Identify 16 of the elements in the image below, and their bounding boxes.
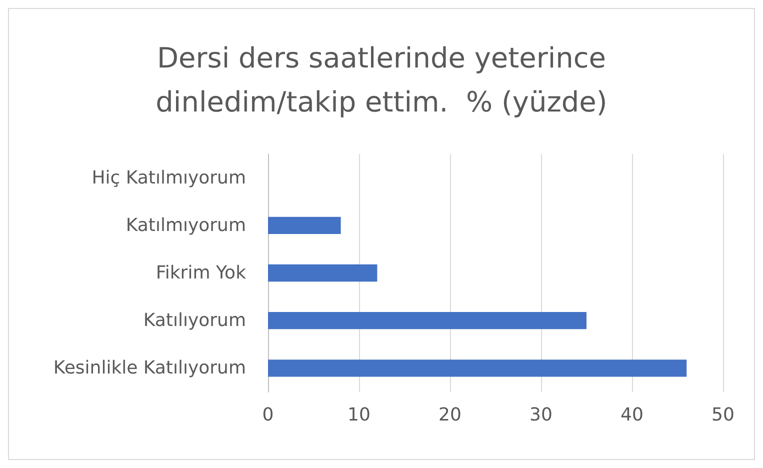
y-tick-label: Katılmıyorum bbox=[126, 214, 246, 236]
bar bbox=[268, 216, 341, 234]
bar bbox=[268, 312, 586, 330]
x-tick-label: 50 bbox=[712, 404, 734, 426]
x-tick-label: 10 bbox=[348, 404, 370, 426]
x-tick-label: 20 bbox=[438, 404, 462, 426]
bar bbox=[268, 264, 378, 282]
bar bbox=[268, 360, 687, 377]
x-tick-label: 30 bbox=[530, 404, 552, 426]
y-tick-label: Kesinlikle Katılıyorum bbox=[53, 358, 246, 379]
chart-title: Dersi ders saatlerinde yeterince dinledim/takip ettim. % (yüzde) bbox=[156, 42, 608, 118]
y-tick-label: Katılıyorum bbox=[143, 310, 246, 332]
y-tick-label: Fikrim Yok bbox=[156, 262, 247, 284]
x-tick-label: 40 bbox=[620, 404, 644, 426]
y-tick-label: Hiç Katılmıyorum bbox=[92, 167, 246, 188]
x-tick-label: 0 bbox=[262, 404, 274, 426]
